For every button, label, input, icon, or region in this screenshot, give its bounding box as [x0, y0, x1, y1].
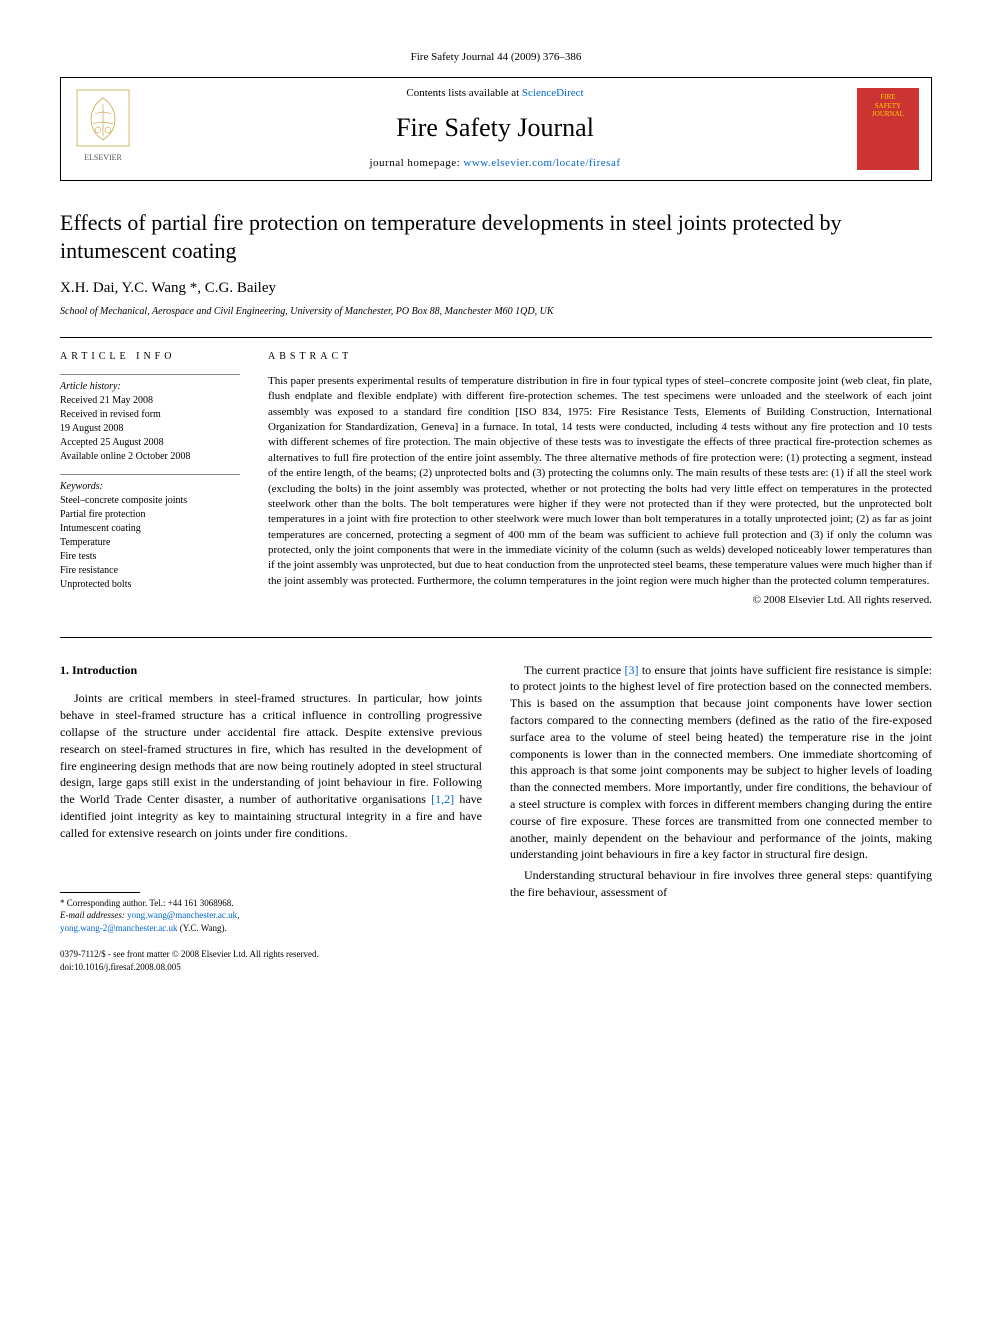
abstract-text: This paper presents experimental results…: [268, 374, 932, 589]
paragraph: Joints are critical members in steel-fra…: [60, 690, 482, 841]
info-abstract-row: ARTICLE INFO Article history: Received 2…: [60, 350, 932, 609]
column-left: 1. Introduction Joints are critical memb…: [60, 662, 482, 935]
text-span: to ensure that joints have sufficient fi…: [510, 663, 932, 862]
homepage-link[interactable]: www.elsevier.com/locate/firesaf: [463, 157, 620, 169]
column-right: The current practice [3] to ensure that …: [510, 662, 932, 935]
email-label: E-mail addresses:: [60, 910, 127, 920]
text-span: The current practice: [524, 663, 625, 677]
article-title: Effects of partial fire protection on te…: [60, 209, 932, 266]
email-line2: yong.wang-2@manchester.ac.uk (Y.C. Wang)…: [60, 922, 482, 935]
homepage-prefix: journal homepage:: [369, 157, 463, 169]
article-info: ARTICLE INFO Article history: Received 2…: [60, 350, 240, 609]
paragraph: The current practice [3] to ensure that …: [510, 662, 932, 864]
mini-divider: [60, 374, 240, 375]
mini-divider: [60, 474, 240, 475]
contents-prefix: Contents lists available at: [406, 87, 521, 99]
keyword: Intumescent coating: [60, 522, 240, 536]
header-center: Contents lists available at ScienceDirec…: [133, 86, 857, 171]
history-line: Available online 2 October 2008: [60, 450, 240, 464]
cover-line: FIRE: [880, 94, 895, 102]
paragraph: Understanding structural behaviour in fi…: [510, 867, 932, 901]
keywords-label: Keywords:: [60, 481, 103, 492]
keyword: Steel–concrete composite joints: [60, 494, 240, 508]
journal-header-box: ELSEVIER Contents lists available at Sci…: [60, 77, 932, 180]
footnote-divider: [60, 892, 140, 893]
email-line: E-mail addresses: yong.wang@manchester.a…: [60, 909, 482, 922]
journal-cover-thumbnail: FIRE SAFETY JOURNAL: [857, 88, 919, 170]
svg-text:ELSEVIER: ELSEVIER: [84, 153, 122, 162]
email-link[interactable]: yong.wang@manchester.ac.uk: [127, 910, 237, 920]
elsevier-logo: ELSEVIER: [73, 86, 133, 171]
history-line: 19 August 2008: [60, 422, 240, 436]
journal-name: Fire Safety Journal: [143, 110, 847, 146]
section-heading: 1. Introduction: [60, 662, 482, 679]
doi-line: doi:10.1016/j.firesaf.2008.08.005: [60, 961, 932, 974]
divider: [60, 637, 932, 638]
bottom-matter: 0379-7112/$ - see front matter © 2008 El…: [60, 948, 932, 973]
authors: X.H. Dai, Y.C. Wang *, C.G. Bailey: [60, 278, 932, 299]
keyword: Temperature: [60, 536, 240, 550]
keyword: Fire tests: [60, 550, 240, 564]
sciencedirect-link[interactable]: ScienceDirect: [522, 87, 584, 99]
homepage-line: journal homepage: www.elsevier.com/locat…: [143, 156, 847, 171]
history-line: Received 21 May 2008: [60, 394, 240, 408]
keyword: Unprotected bolts: [60, 578, 240, 592]
text-span: Joints are critical members in steel-fra…: [60, 691, 482, 806]
issn-line: 0379-7112/$ - see front matter © 2008 El…: [60, 948, 932, 961]
history-line: Accepted 25 August 2008: [60, 436, 240, 450]
email-link[interactable]: yong.wang-2@manchester.ac.uk: [60, 923, 178, 933]
reference-link[interactable]: [1,2]: [431, 792, 454, 806]
contents-available-line: Contents lists available at ScienceDirec…: [143, 86, 847, 101]
divider: [60, 337, 932, 338]
abstract-copyright: © 2008 Elsevier Ltd. All rights reserved…: [268, 593, 932, 608]
footnote-area: * Corresponding author. Tel.: +44 161 30…: [60, 892, 482, 935]
history-label: Article history:: [60, 381, 121, 392]
journal-reference: Fire Safety Journal 44 (2009) 376–386: [60, 50, 932, 65]
keyword: Fire resistance: [60, 564, 240, 578]
reference-link[interactable]: [3]: [625, 663, 639, 677]
cover-line: SAFETY: [875, 103, 901, 111]
corresponding-author: * Corresponding author. Tel.: +44 161 30…: [60, 897, 482, 910]
article-info-heading: ARTICLE INFO: [60, 350, 240, 364]
affiliation: School of Mechanical, Aerospace and Civi…: [60, 305, 932, 319]
cover-line: JOURNAL: [872, 111, 904, 119]
abstract: ABSTRACT This paper presents experimenta…: [268, 350, 932, 609]
keyword: Partial fire protection: [60, 508, 240, 522]
abstract-heading: ABSTRACT: [268, 350, 932, 364]
email-suffix: (Y.C. Wang).: [178, 923, 227, 933]
email-sep: ,: [237, 910, 239, 920]
history-line: Received in revised form: [60, 408, 240, 422]
body-columns: 1. Introduction Joints are critical memb…: [60, 662, 932, 935]
